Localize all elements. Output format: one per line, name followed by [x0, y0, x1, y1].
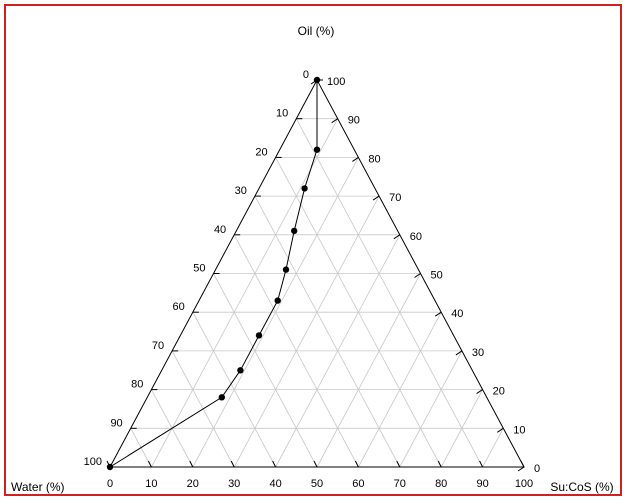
chart-frame	[4, 4, 622, 496]
tick-oil-90	[331, 118, 338, 124]
tick-sucos-20	[189, 460, 194, 468]
tick-label-oil-40: 40	[451, 308, 463, 320]
tick-oil-10	[497, 427, 504, 433]
tick-sucos-40	[272, 460, 277, 468]
tick-label-sucos-0: 0	[107, 478, 113, 490]
data-point-5	[274, 297, 281, 304]
data-point-1	[313, 146, 321, 153]
tick-oil-30	[455, 350, 463, 356]
tick-label-sucos-10: 10	[145, 478, 157, 490]
tick-label-oil-50: 50	[431, 270, 443, 282]
tick-label-oil-30: 30	[472, 347, 484, 359]
tick-sucos-100	[520, 460, 525, 468]
tick-label-water-80: 80	[131, 379, 143, 391]
axis-title-sucos: Su:CoS (%)	[550, 480, 613, 494]
tick-label-water-0: 0	[303, 69, 309, 81]
tick-oil-50	[414, 273, 421, 278]
grid-line-water-30	[254, 195, 401, 468]
tick-sucos-50	[313, 460, 318, 468]
tick-label-sucos-30: 30	[228, 478, 240, 490]
tick-oil-70	[372, 195, 380, 201]
tick-sucos-80	[437, 460, 442, 468]
tick-label-oil-10: 10	[513, 424, 525, 436]
tick-marks	[106, 79, 525, 472]
grid-line-water-60	[192, 312, 276, 468]
tick-label-sucos-80: 80	[435, 478, 447, 490]
data-point-4	[282, 266, 290, 273]
data-point-8	[218, 394, 225, 401]
tick-label-oil-20: 20	[493, 386, 505, 398]
axis-title-oil: Oil (%)	[298, 24, 335, 38]
grid-lines	[130, 118, 504, 468]
tick-label-sucos-20: 20	[187, 478, 199, 490]
tick-sucos-90	[479, 460, 484, 468]
tick-label-water-30: 30	[235, 185, 247, 197]
tick-label-water-50: 50	[193, 263, 205, 275]
tick-labels: 0 0 0 10 10 10 20 20 20 30 30 30 40 40 40 50 50 50 60 60 60 7…	[84, 69, 540, 490]
data-point-6	[255, 332, 263, 339]
grid-line-sucos-50	[316, 273, 421, 468]
series-composition	[106, 76, 321, 471]
tick-label-oil-70: 70	[389, 192, 401, 204]
tick-label-water-90: 90	[110, 417, 122, 429]
tick-label-sucos-60: 60	[352, 478, 364, 490]
data-point-9	[106, 463, 114, 471]
tick-sucos-60	[354, 460, 359, 468]
grid-line-sucos-90	[482, 428, 504, 468]
tick-label-oil-60: 60	[410, 231, 422, 243]
data-point-2	[301, 185, 308, 192]
grid-line-sucos-60	[358, 312, 442, 468]
data-point-7	[237, 367, 244, 374]
tick-oil-0	[517, 466, 525, 472]
tick-label-water-40: 40	[214, 224, 226, 236]
tick-sucos-10	[147, 460, 152, 468]
data-point-0	[313, 76, 321, 84]
tick-label-oil-80: 80	[368, 153, 380, 165]
tick-label-oil-90: 90	[348, 115, 360, 127]
tick-oil-80	[352, 156, 359, 162]
tick-label-water-70: 70	[152, 340, 164, 352]
tick-label-water-20: 20	[255, 146, 267, 158]
series-line	[109, 80, 318, 468]
tick-sucos-70	[396, 460, 401, 468]
grid-line-sucos-70	[399, 350, 463, 468]
tick-oil-20	[476, 389, 483, 395]
data-point-3	[291, 227, 298, 235]
tick-label-water-100: 100	[84, 456, 102, 468]
grid-line-water-50	[213, 273, 318, 468]
tick-label-water-10: 10	[276, 108, 288, 120]
axis-title-water: Water (%)	[11, 480, 65, 494]
tick-label-sucos-40: 40	[269, 478, 281, 490]
tick-oil-40	[434, 311, 442, 317]
tick-oil-60	[393, 234, 401, 240]
grid-line-sucos-80	[440, 389, 483, 468]
tick-sucos-30	[230, 460, 235, 468]
tick-label-water-60: 60	[173, 301, 185, 313]
tick-label-oil-100: 100	[327, 76, 345, 88]
tick-label-sucos-100: 100	[515, 478, 533, 490]
tick-label-sucos-50: 50	[311, 478, 323, 490]
grid-line-sucos-30	[233, 195, 380, 468]
tick-label-sucos-90: 90	[476, 478, 488, 490]
tick-label-oil-0: 0	[534, 463, 540, 475]
grid-line-sucos-10	[151, 118, 339, 468]
grid-line-water-10	[295, 118, 483, 468]
tick-label-sucos-70: 70	[394, 478, 406, 490]
